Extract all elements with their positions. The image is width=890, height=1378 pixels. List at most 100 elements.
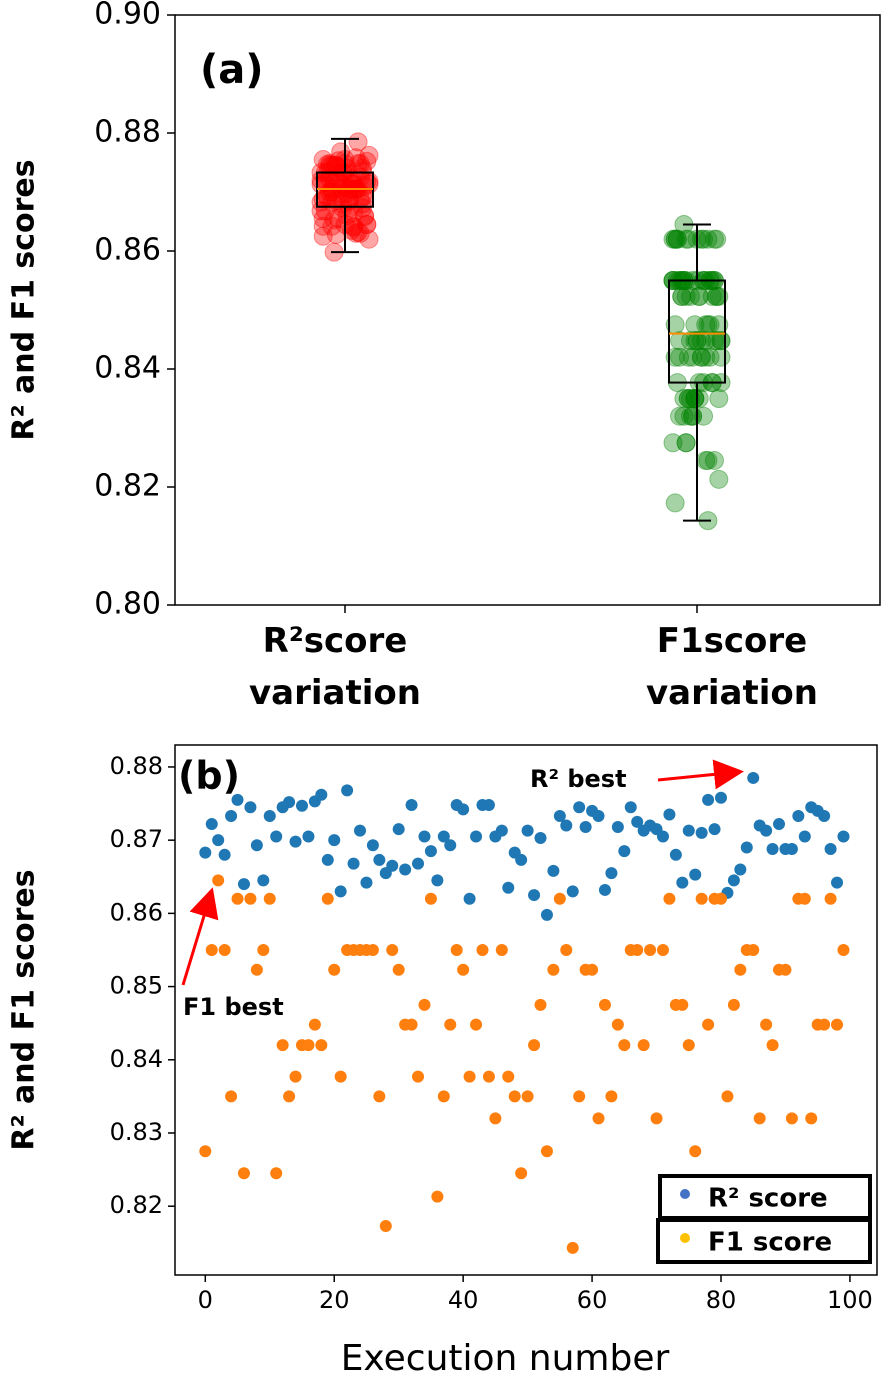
point (231, 793, 244, 806)
jitter-point (667, 229, 687, 249)
point (631, 943, 644, 956)
point (431, 1190, 444, 1203)
point (244, 801, 257, 814)
jitter-point (326, 191, 346, 211)
point (740, 841, 753, 854)
jitter-point (352, 161, 372, 181)
point (798, 830, 811, 843)
point (837, 943, 850, 956)
point (540, 908, 553, 921)
jitter-point (674, 389, 694, 408)
point (379, 1219, 392, 1232)
jitter-point (342, 220, 362, 240)
jitter-point (685, 389, 705, 408)
point (418, 830, 431, 843)
y-tick-label: 0.86 (94, 233, 161, 268)
x-tick-label: 60 (577, 1286, 608, 1314)
jitter-point (324, 155, 344, 175)
jitter-point (342, 169, 362, 189)
point (605, 1090, 618, 1103)
point (566, 1241, 579, 1254)
jitter-point (685, 389, 705, 408)
y-tick-label: 0.82 (94, 469, 161, 504)
point (547, 864, 560, 877)
point (270, 830, 283, 843)
point (444, 839, 457, 852)
jitter-point (350, 223, 370, 243)
point (598, 998, 611, 1011)
jitter-point (322, 182, 342, 202)
point (760, 824, 773, 837)
jitter-point (680, 389, 700, 408)
jitter-point (331, 189, 351, 209)
jitter-point (685, 331, 705, 351)
y-tick-label: 0.80 (94, 587, 161, 622)
point (470, 1018, 483, 1031)
point (250, 839, 263, 852)
jitter-point (320, 155, 340, 175)
jitter-point (691, 331, 711, 351)
jitter-point (676, 286, 696, 306)
point (534, 998, 547, 1011)
point (366, 839, 379, 852)
point (734, 863, 747, 876)
point (263, 810, 276, 823)
jitter-point (344, 216, 364, 236)
jitter-point (322, 216, 342, 236)
x-tick-label: 80 (706, 1286, 737, 1314)
jitter-point (670, 406, 690, 426)
point (818, 810, 831, 823)
jitter-point (672, 286, 692, 306)
point (560, 819, 573, 832)
point (283, 796, 296, 809)
jitter-point (665, 229, 685, 249)
point (644, 943, 657, 956)
jitter-point (687, 331, 707, 351)
point (418, 998, 431, 1011)
point (656, 943, 669, 956)
legend-box (658, 1174, 872, 1220)
point (715, 791, 727, 804)
jitter-point (663, 229, 683, 249)
jitter-point (700, 347, 720, 367)
jitter-point (663, 433, 683, 453)
point (682, 824, 695, 837)
point (553, 892, 566, 905)
y-tick-label: 0.87 (110, 825, 163, 853)
legend-box (656, 1218, 872, 1264)
point (669, 848, 682, 861)
point (766, 1039, 779, 1052)
point (566, 885, 579, 898)
point (560, 943, 573, 956)
point (695, 892, 708, 905)
point (605, 867, 618, 880)
jitter-point (678, 347, 698, 367)
jitter-point (670, 331, 690, 351)
point (347, 857, 360, 870)
jitter-point (352, 198, 372, 218)
y-tick-label: 0.83 (110, 1118, 163, 1146)
point (618, 1039, 631, 1052)
jitter-point (707, 229, 727, 249)
point (283, 1090, 296, 1103)
point (263, 892, 276, 905)
point (792, 810, 805, 823)
annotation: R² best (530, 765, 627, 793)
point (321, 853, 334, 866)
jitter-point (680, 331, 700, 351)
jitter-point (709, 286, 729, 306)
point (392, 823, 405, 836)
point (785, 1112, 798, 1125)
point (354, 824, 367, 837)
point (205, 818, 218, 831)
point (270, 1167, 283, 1180)
jitter-point (698, 229, 718, 249)
plot-frame (174, 744, 878, 1276)
panel-label: (a) (200, 47, 264, 93)
point (386, 859, 399, 872)
y-tick-label: 0.88 (94, 115, 161, 150)
point (399, 863, 412, 876)
jitter-point (676, 433, 696, 453)
y-axis-title: R² and F1 scores (7, 869, 42, 1150)
